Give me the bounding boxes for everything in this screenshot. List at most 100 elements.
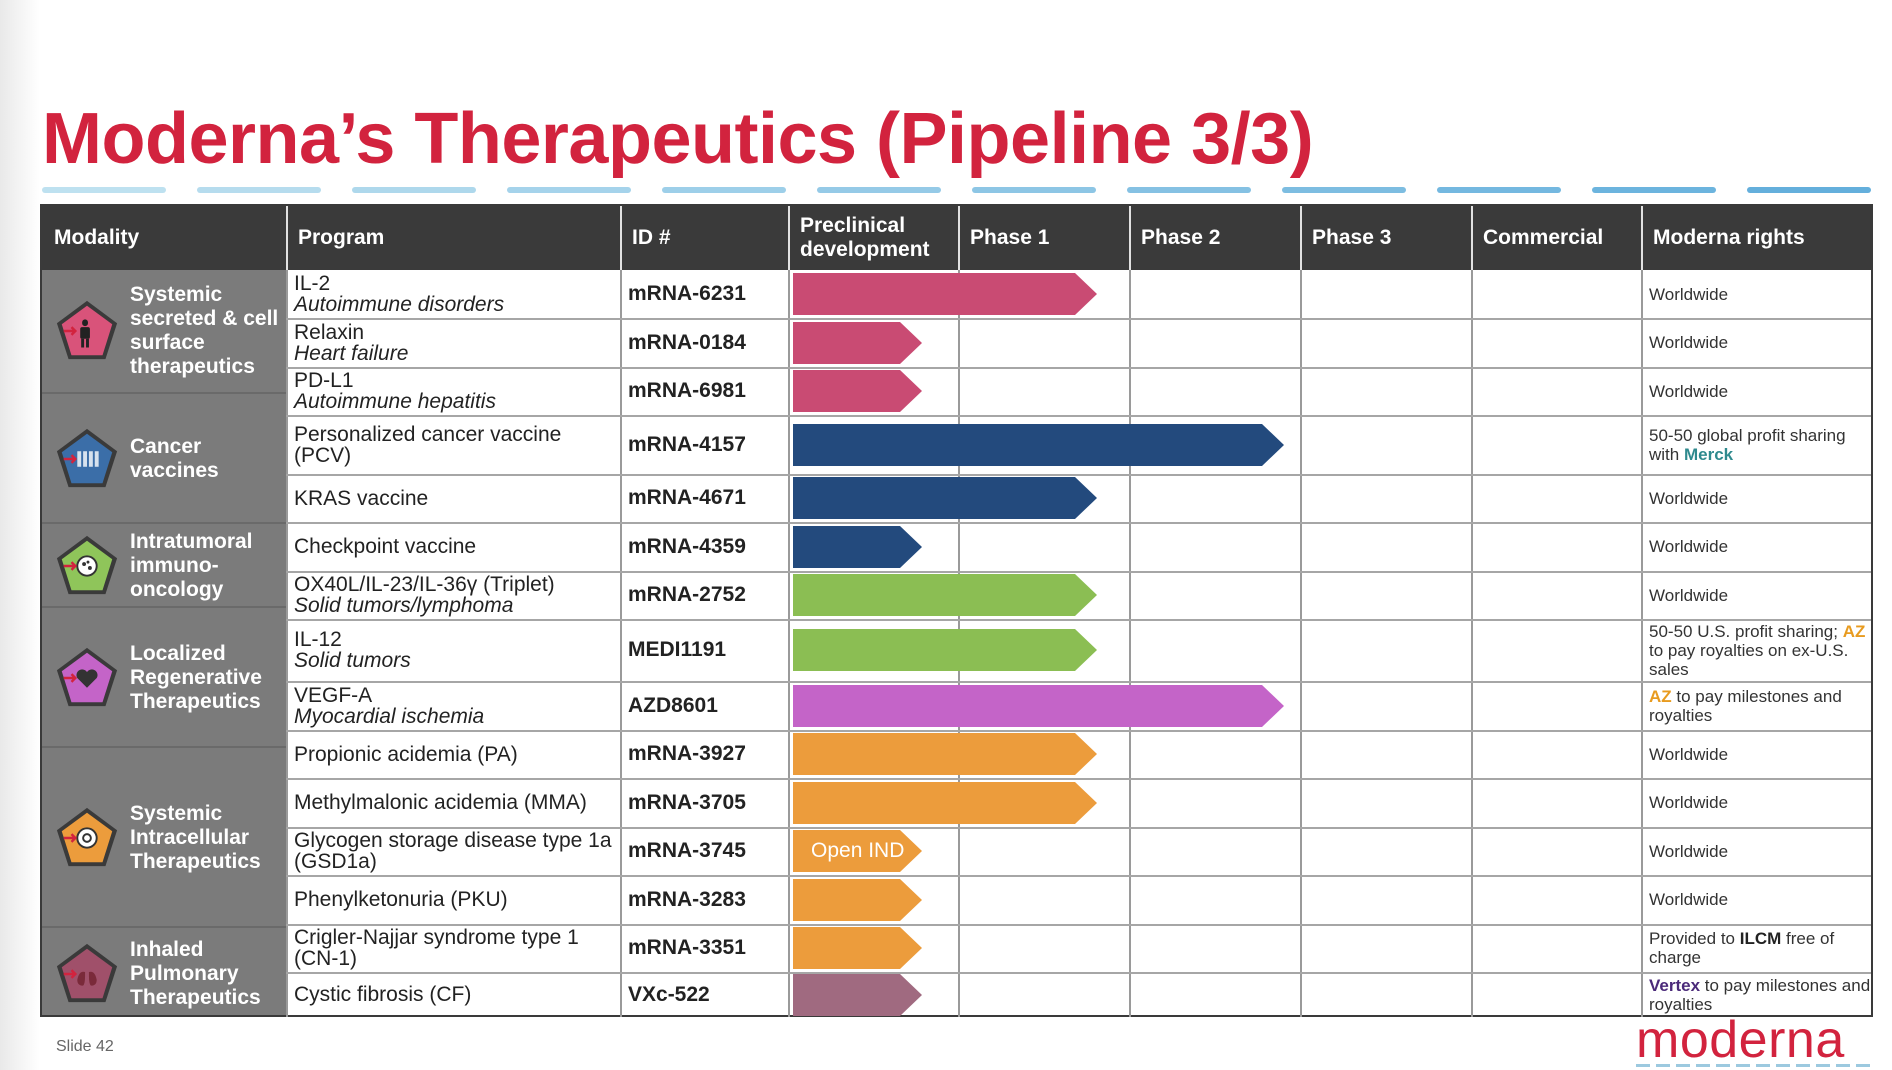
program-name: PD-L1 Autoimmune hepatitis bbox=[294, 370, 616, 412]
stage-bar-arrow bbox=[793, 973, 922, 1016]
heart-pentagon-icon bbox=[56, 647, 118, 707]
row-divider bbox=[286, 924, 1871, 926]
modality-label-line: immuno- bbox=[130, 554, 219, 577]
stage-bar bbox=[793, 684, 1284, 727]
modality-label: Systemic Intracellular Therapeutics bbox=[130, 802, 261, 874]
program-name: Personalized cancer vaccine (PCV) bbox=[294, 424, 616, 466]
program-id: mRNA-3745 bbox=[628, 839, 746, 862]
program-name: Propionic acidemia (PA) bbox=[294, 744, 616, 765]
program-id: AZD8601 bbox=[628, 693, 718, 717]
header-phase2: Phase 2 bbox=[1141, 225, 1221, 249]
program-indication: Solid tumors bbox=[294, 649, 411, 672]
stage-bar bbox=[793, 574, 1097, 616]
header-divider bbox=[620, 206, 622, 270]
header-divider bbox=[788, 206, 790, 270]
stage-bar-arrow bbox=[793, 733, 1097, 775]
header-rights: Moderna rights bbox=[1653, 225, 1805, 249]
header-divider bbox=[958, 206, 960, 270]
program-name: IL-2 Autoimmune disorders bbox=[294, 273, 616, 315]
moderna-rights: AZ to pay milestones and royalties bbox=[1649, 687, 1871, 725]
modality-column: Systemic secreted & cell surface therapeuti… bbox=[42, 270, 286, 1015]
modality-label: Cancer vaccines bbox=[130, 435, 219, 483]
moderna-rights: Provided to ILCM free of charge bbox=[1649, 929, 1871, 967]
stage-bar bbox=[793, 423, 1284, 466]
moderna-rights: 50-50 U.S. profit sharing; AZ to pay roy… bbox=[1649, 622, 1871, 679]
modality-systemic-secreted: Systemic secreted & cell surface therapeuti… bbox=[42, 270, 286, 392]
program-name: Crigler-Najjar syndrome type 1 (CN-1) bbox=[294, 927, 616, 969]
program-id: mRNA-4359 bbox=[628, 534, 746, 558]
row-divider bbox=[286, 367, 1871, 369]
program-name: Phenylketonuria (PKU) bbox=[294, 889, 616, 910]
program-id: mRNA-3283 bbox=[628, 887, 746, 911]
modality-label-line: secreted & cell bbox=[130, 307, 279, 330]
person-pentagon-icon bbox=[56, 300, 118, 360]
moderna-rights: 50-50 global profit sharing with Merck bbox=[1649, 426, 1871, 464]
program-id: mRNA-6231 bbox=[628, 282, 746, 305]
row-divider bbox=[286, 415, 1871, 417]
column-divider bbox=[286, 270, 288, 1017]
header-divider bbox=[1641, 206, 1643, 270]
program-id: mRNA-3351 bbox=[628, 936, 746, 959]
program-indication: Solid tumors/lymphoma bbox=[294, 594, 514, 617]
header-phase1: Phase 1 bbox=[970, 225, 1050, 249]
program-name: KRAS vaccine bbox=[294, 488, 616, 509]
program-title: Methylmalonic acidemia (MMA) bbox=[294, 791, 587, 814]
header-phase3: Phase 3 bbox=[1312, 225, 1392, 249]
modality-label: Systemic secreted & cell surface therapeuti… bbox=[130, 283, 278, 379]
row-divider bbox=[286, 730, 1871, 732]
rights-text: to pay milestones and royalties bbox=[1649, 975, 1871, 1014]
modality-label-line: Therapeutics bbox=[130, 985, 261, 1009]
stage-bar bbox=[793, 370, 922, 412]
program-title: Cystic fibrosis (CF) bbox=[294, 983, 472, 1006]
modality-label: Inhaled Pulmonary Therapeutics bbox=[130, 938, 261, 1010]
program-title: Glycogen storage disease type 1a (GSD1a) bbox=[294, 829, 612, 873]
modality-inhaled-pulmonary: Inhaled Pulmonary Therapeutics bbox=[42, 926, 286, 1019]
column-divider bbox=[1300, 270, 1302, 1017]
moderna-rights: Worldwide bbox=[1649, 284, 1729, 304]
program-name: IL-12 Solid tumors bbox=[294, 629, 616, 671]
stage-bar bbox=[793, 477, 1097, 519]
row-divider bbox=[286, 522, 1871, 524]
moderna-rights: Worldwide bbox=[1649, 488, 1729, 508]
stage-bar bbox=[793, 781, 1097, 824]
modality-label-line: Localized bbox=[130, 642, 226, 665]
program-name: OX40L/IL-23/IL-36γ (Triplet) Solid tumors… bbox=[294, 574, 616, 616]
header-divider bbox=[1471, 206, 1473, 270]
header-divider bbox=[286, 206, 288, 270]
stage-bar-arrow bbox=[793, 423, 1284, 466]
rights-text: to pay royalties on ex-U.S. sales bbox=[1649, 640, 1849, 679]
stage-bar-arrow bbox=[793, 321, 922, 364]
program-name: Cystic fibrosis (CF) bbox=[294, 984, 616, 1005]
header-id: ID # bbox=[632, 225, 671, 249]
stage-bar-arrow bbox=[793, 927, 922, 969]
row-divider bbox=[286, 875, 1871, 877]
modality-label-line: vaccines bbox=[130, 459, 219, 482]
row-divider bbox=[286, 619, 1871, 621]
title-dash bbox=[972, 187, 1096, 193]
stage-bar bbox=[793, 973, 922, 1016]
modality-label-line: Therapeutics bbox=[130, 850, 261, 873]
header-program: Program bbox=[298, 225, 385, 249]
modality-localized-regenerative: Localized Regenerative Therapeutics bbox=[42, 606, 286, 748]
program-title: IL-2 bbox=[294, 272, 331, 295]
program-title: Phenylketonuria (PKU) bbox=[294, 888, 508, 911]
tumor-pentagon-icon bbox=[56, 535, 118, 595]
modality-cancer-vaccines: Cancer vaccines bbox=[42, 392, 286, 524]
stage-bar bbox=[793, 927, 922, 969]
program-title: IL-12 bbox=[294, 628, 342, 651]
header-divider bbox=[1129, 206, 1131, 270]
moderna-rights: Worldwide bbox=[1649, 890, 1729, 909]
program-id: MEDI1191 bbox=[628, 638, 727, 661]
stage-bar bbox=[793, 878, 922, 921]
column-divider bbox=[788, 270, 790, 1017]
stage-bar-arrow bbox=[793, 477, 1097, 519]
rights-text: 50-50 global profit sharing with bbox=[1649, 425, 1846, 464]
program-indication: Heart failure bbox=[294, 341, 409, 365]
modality-label-line: Regenerative bbox=[130, 666, 262, 689]
modality-label-line: Inhaled bbox=[130, 937, 204, 961]
rights-text: free of charge bbox=[1649, 929, 1835, 967]
title-dash bbox=[1592, 187, 1716, 193]
header-preclinical-line-2: development bbox=[800, 238, 930, 261]
modality-label-line: surface bbox=[130, 331, 205, 354]
rights-partner: AZ bbox=[1649, 686, 1672, 706]
